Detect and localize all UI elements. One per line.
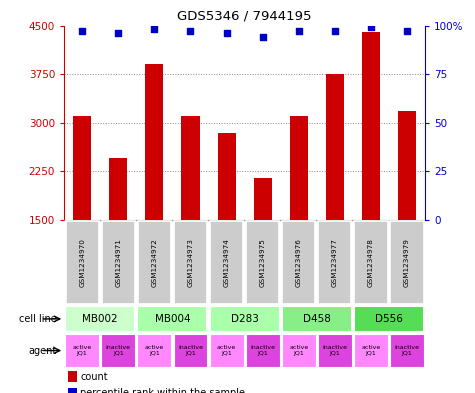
Text: GSM1234974: GSM1234974: [224, 238, 229, 287]
Text: D458: D458: [303, 314, 331, 324]
Point: [187, 28, 194, 35]
FancyBboxPatch shape: [66, 221, 99, 304]
Text: GSM1234972: GSM1234972: [152, 238, 157, 287]
FancyBboxPatch shape: [102, 221, 135, 304]
Point: [259, 34, 266, 40]
Text: GSM1234970: GSM1234970: [79, 238, 85, 287]
Bar: [68, 388, 77, 393]
FancyBboxPatch shape: [246, 334, 280, 367]
Text: count: count: [80, 371, 108, 382]
FancyBboxPatch shape: [137, 306, 208, 332]
Text: GSM1234977: GSM1234977: [332, 238, 338, 287]
Text: agent: agent: [29, 345, 57, 356]
Bar: [362, 32, 380, 220]
Text: GSM1234975: GSM1234975: [260, 238, 266, 287]
Text: inactive
JQ1: inactive JQ1: [395, 345, 419, 356]
Point: [331, 28, 339, 35]
FancyBboxPatch shape: [209, 306, 280, 332]
Bar: [254, 178, 272, 220]
Bar: [326, 74, 344, 220]
FancyBboxPatch shape: [318, 221, 352, 304]
Point: [223, 30, 230, 37]
Bar: [398, 112, 416, 220]
Bar: [218, 132, 236, 220]
Bar: [145, 64, 163, 220]
FancyBboxPatch shape: [318, 334, 352, 367]
FancyBboxPatch shape: [138, 221, 171, 304]
FancyBboxPatch shape: [209, 334, 244, 367]
Text: active
JQ1: active JQ1: [217, 345, 236, 356]
Title: GDS5346 / 7944195: GDS5346 / 7944195: [177, 10, 312, 23]
Text: MB004: MB004: [155, 314, 190, 324]
Point: [114, 30, 122, 37]
Text: percentile rank within the sample: percentile rank within the sample: [80, 388, 246, 393]
FancyBboxPatch shape: [354, 306, 424, 332]
FancyBboxPatch shape: [101, 334, 135, 367]
Text: inactive
JQ1: inactive JQ1: [250, 345, 275, 356]
Text: GSM1234979: GSM1234979: [404, 238, 410, 287]
FancyBboxPatch shape: [282, 334, 316, 367]
Text: D283: D283: [231, 314, 258, 324]
Text: inactive
JQ1: inactive JQ1: [323, 345, 347, 356]
Text: inactive
JQ1: inactive JQ1: [178, 345, 203, 356]
Bar: [109, 158, 127, 220]
Bar: [181, 116, 200, 220]
Text: GSM1234976: GSM1234976: [296, 238, 302, 287]
Text: D556: D556: [375, 314, 403, 324]
FancyBboxPatch shape: [174, 221, 207, 304]
FancyBboxPatch shape: [246, 221, 279, 304]
FancyBboxPatch shape: [210, 221, 243, 304]
Text: GSM1234971: GSM1234971: [115, 238, 121, 287]
FancyBboxPatch shape: [354, 221, 388, 304]
Bar: [68, 371, 77, 382]
Text: active
JQ1: active JQ1: [361, 345, 380, 356]
Text: GSM1234978: GSM1234978: [368, 238, 374, 287]
Point: [403, 28, 411, 35]
Text: inactive
JQ1: inactive JQ1: [106, 345, 131, 356]
FancyBboxPatch shape: [65, 334, 99, 367]
Point: [295, 28, 303, 35]
FancyBboxPatch shape: [390, 334, 424, 367]
Text: MB002: MB002: [83, 314, 118, 324]
Bar: [290, 116, 308, 220]
Bar: [73, 116, 91, 220]
Text: active
JQ1: active JQ1: [73, 345, 92, 356]
FancyBboxPatch shape: [65, 306, 135, 332]
FancyBboxPatch shape: [173, 334, 208, 367]
FancyBboxPatch shape: [282, 221, 315, 304]
Text: active
JQ1: active JQ1: [145, 345, 164, 356]
Point: [151, 26, 158, 33]
FancyBboxPatch shape: [354, 334, 388, 367]
Point: [367, 24, 375, 31]
Point: [78, 28, 86, 35]
FancyBboxPatch shape: [390, 221, 424, 304]
FancyBboxPatch shape: [282, 306, 352, 332]
FancyBboxPatch shape: [137, 334, 171, 367]
Text: cell line: cell line: [19, 314, 57, 324]
Text: GSM1234973: GSM1234973: [188, 238, 193, 287]
Text: active
JQ1: active JQ1: [289, 345, 308, 356]
